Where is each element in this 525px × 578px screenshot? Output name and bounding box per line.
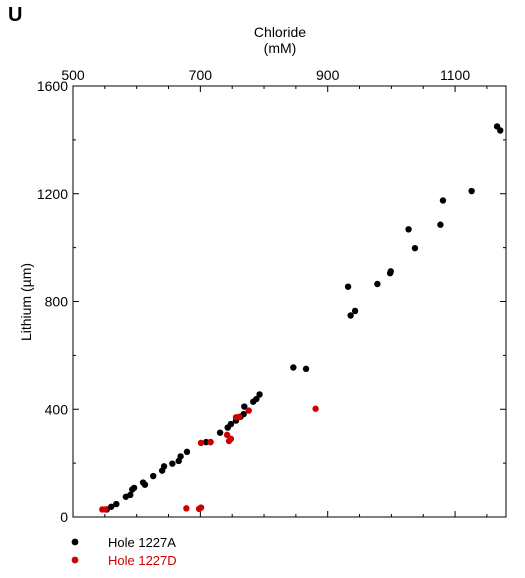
y-tick-label: 1200 [37,186,68,202]
data-point [223,431,231,439]
plot-frame [72,85,507,518]
data-point [183,505,190,512]
series-1 [99,405,319,513]
y-tick-label: 1600 [37,78,68,94]
data-point [207,438,214,446]
data-point [387,268,394,275]
data-point [344,283,352,290]
data-point [169,460,176,467]
x-tick-label: 700 [189,67,213,83]
data-point [235,413,243,420]
axis-ticks [72,85,506,518]
data-point [351,307,359,315]
data-point [241,403,248,410]
data-point [253,395,260,403]
data-point [405,226,412,233]
data-point [127,491,134,499]
data-point [302,365,310,373]
data-point [227,435,235,443]
plot-area [72,85,507,518]
y-tick-label: 800 [45,294,69,310]
data-point [497,127,504,134]
legend-label: Hole 1227D [108,553,177,568]
legend-marker [71,538,79,546]
data-point [347,312,354,319]
data-point [102,506,109,513]
y-tick-label: 0 [60,509,68,525]
x-tick-label: 900 [316,67,340,83]
data-point [468,187,475,195]
data-point [227,420,235,428]
axis-tick-labels: 500 700 900 1100 0 400 800 1200 1600 [37,67,470,525]
x-axis-title-line1: Chloride [253,24,307,40]
legend: Hole 1227A Hole 1227D [71,535,177,568]
data-point [256,391,263,398]
x-axis-title-line2: (mM) [263,40,297,56]
data-point [177,453,184,460]
data-point [245,407,252,414]
data-point [312,405,319,412]
y-tick-label: 400 [45,401,69,417]
x-tick-label: 1100 [440,67,470,83]
data-point [141,481,149,488]
data-point [437,221,444,228]
data-point [108,503,115,510]
data-point [439,197,447,204]
data-point [183,448,191,456]
data-point [290,364,297,371]
series-0 [103,123,504,513]
data-point [130,484,138,492]
data-point [150,472,157,480]
panel-label: U [8,4,23,26]
data-point [216,429,224,436]
legend-label: Hole 1227A [108,535,176,550]
data-point [411,244,419,252]
data-point [374,280,381,288]
x-tick-label: 500 [61,67,85,83]
data-point [160,463,168,470]
data-point [202,438,210,446]
data-points [99,123,504,513]
data-point [113,500,120,508]
legend-marker [71,556,79,564]
data-point [197,439,205,447]
data-point [197,504,205,511]
